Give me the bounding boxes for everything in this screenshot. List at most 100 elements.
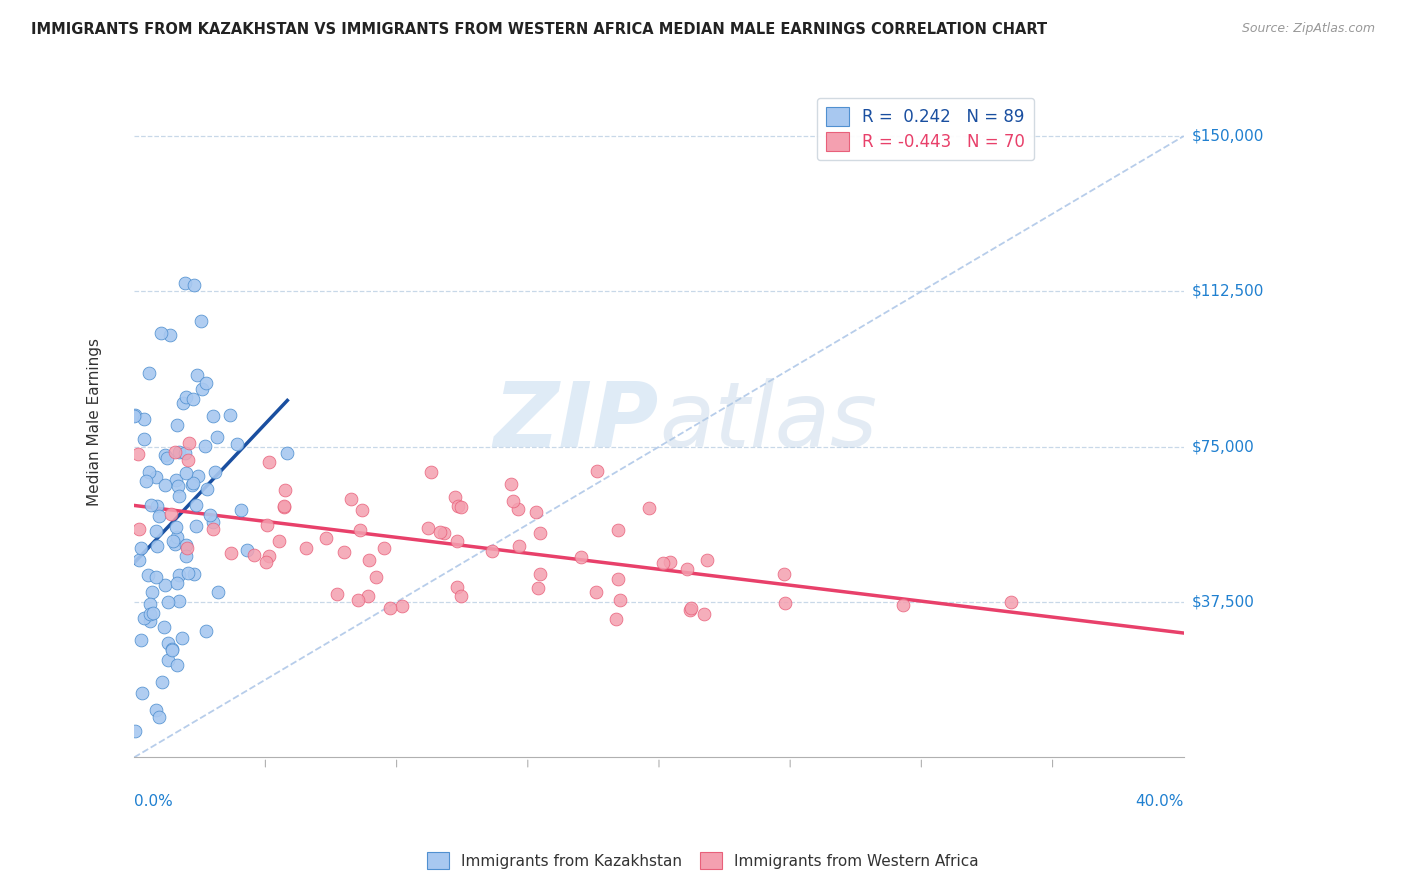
Point (267, 534, 290, 549)
Point (529, 567, 551, 582)
Point (186, 368, 208, 383)
Point (155, 449, 177, 463)
Point (163, 537, 186, 551)
Point (155, 478, 177, 492)
Point (373, 541, 395, 555)
Point (315, 531, 337, 545)
Point (174, 466, 197, 480)
Point (359, 553, 381, 567)
Point (139, 615, 162, 629)
Point (773, 566, 796, 581)
Point (142, 606, 165, 620)
Point (659, 555, 682, 569)
Point (444, 490, 467, 504)
Point (166, 658, 188, 673)
Text: Source: ZipAtlas.com: Source: ZipAtlas.com (1241, 22, 1375, 36)
Point (676, 562, 699, 576)
Text: ZIP: ZIP (494, 378, 659, 466)
Point (195, 482, 218, 496)
Point (139, 607, 162, 622)
Point (202, 409, 225, 424)
Point (127, 446, 149, 460)
Point (433, 526, 456, 541)
Point (256, 517, 278, 532)
Point (638, 500, 661, 515)
Point (177, 435, 200, 450)
Point (184, 498, 207, 512)
Point (153, 578, 176, 592)
Point (124, 409, 146, 423)
Point (177, 566, 200, 580)
Point (174, 538, 197, 552)
Text: Median Male Earnings: Median Male Earnings (87, 338, 101, 506)
Point (606, 572, 628, 586)
Point (207, 585, 229, 599)
Point (420, 465, 443, 479)
Point (134, 433, 156, 447)
Point (145, 470, 167, 484)
Point (325, 587, 347, 601)
Point (131, 686, 153, 700)
Text: 40.0%: 40.0% (1136, 794, 1184, 809)
Point (693, 607, 716, 621)
Point (391, 599, 413, 613)
Point (502, 493, 524, 508)
Point (160, 642, 183, 657)
Point (254, 555, 277, 569)
Point (167, 489, 190, 503)
Point (148, 710, 170, 724)
Point (134, 610, 156, 624)
Point (176, 549, 198, 564)
Point (524, 505, 547, 519)
Point (226, 437, 249, 451)
Point (141, 584, 163, 599)
Point (190, 314, 212, 328)
Point (276, 446, 298, 460)
Point (350, 503, 373, 517)
Point (136, 567, 159, 582)
Point (529, 526, 551, 541)
Point (165, 473, 187, 487)
Point (167, 445, 190, 459)
Point (145, 539, 167, 553)
Point (380, 601, 402, 615)
Point (447, 499, 470, 513)
Point (139, 598, 162, 612)
Point (333, 544, 356, 558)
Point (129, 633, 152, 648)
Point (167, 479, 190, 493)
Point (132, 412, 155, 426)
Point (177, 453, 200, 467)
Text: 0.0%: 0.0% (134, 794, 173, 809)
Point (172, 631, 194, 645)
Point (128, 522, 150, 536)
Point (508, 502, 530, 516)
Point (195, 376, 218, 390)
Point (609, 593, 631, 607)
Point (569, 549, 592, 564)
Point (156, 594, 179, 608)
Text: $75,000: $75,000 (1192, 439, 1254, 454)
Point (418, 521, 440, 535)
Point (586, 464, 609, 478)
Point (124, 724, 146, 739)
Text: $37,500: $37,500 (1192, 594, 1256, 609)
Point (150, 326, 173, 341)
Point (166, 418, 188, 433)
Point (166, 576, 188, 591)
Point (257, 455, 280, 469)
Point (160, 507, 183, 521)
Point (450, 500, 472, 514)
Point (357, 589, 380, 603)
Point (243, 549, 266, 563)
Point (135, 474, 157, 488)
Text: $112,500: $112,500 (1192, 284, 1264, 299)
Point (176, 541, 198, 555)
Point (167, 594, 190, 608)
Point (202, 522, 225, 536)
Point (681, 601, 703, 615)
Point (139, 498, 162, 512)
Point (891, 598, 914, 612)
Point (585, 584, 607, 599)
Point (150, 675, 173, 690)
